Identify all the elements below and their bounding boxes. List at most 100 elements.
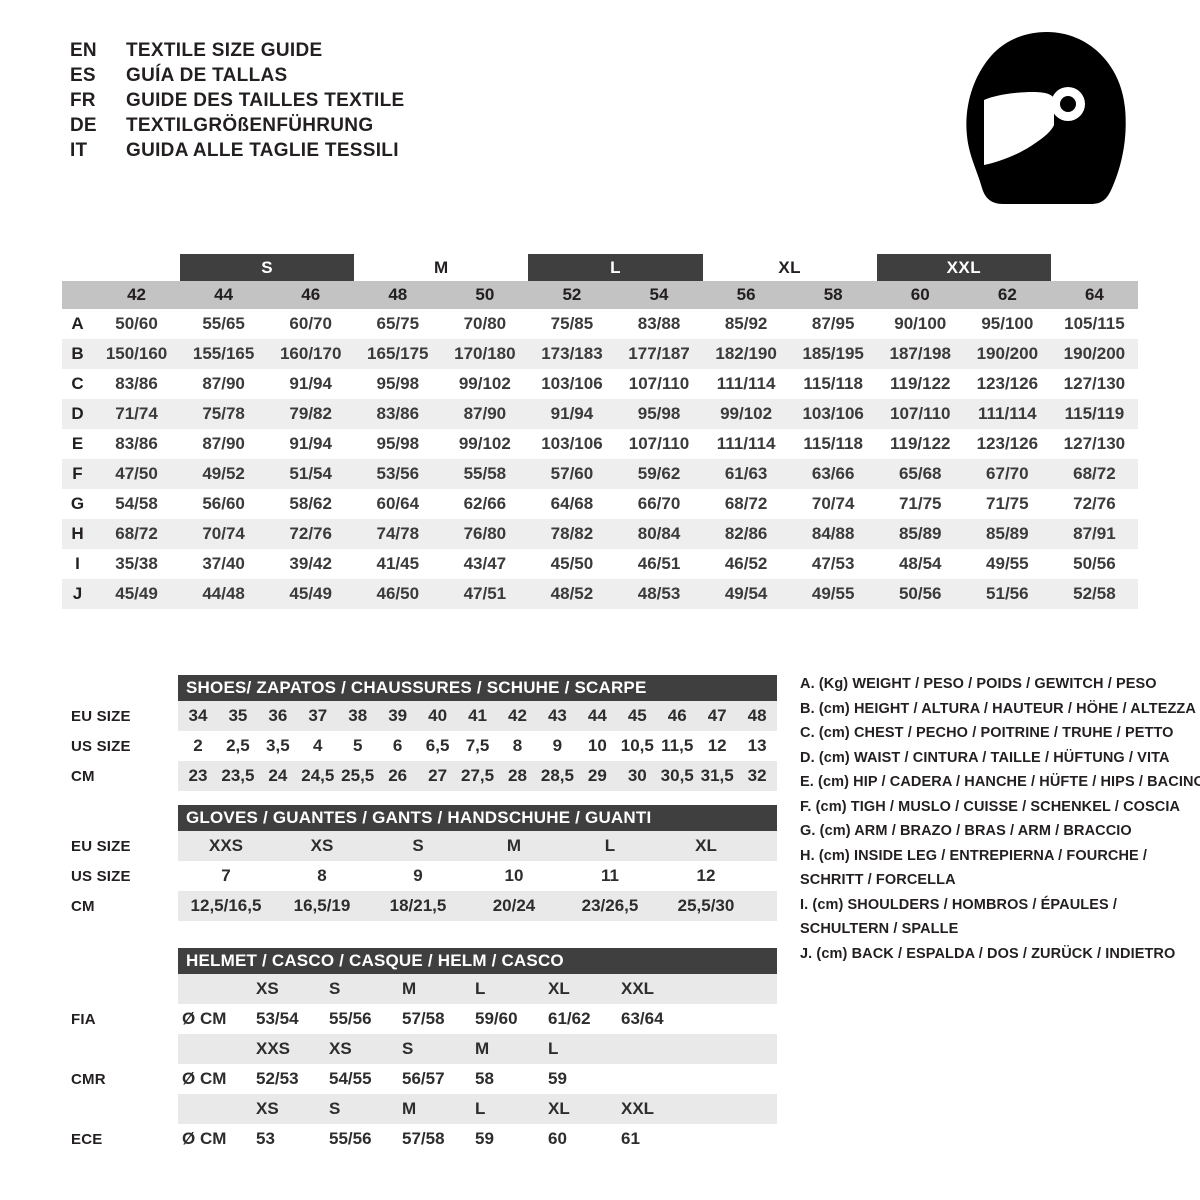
measurement-cell: 187/198 xyxy=(889,344,951,363)
shoes-row: US SIZE 2 2,5 3,5 4 5 6 6,5 7,5 8 9 10 10,5 11,5 12 13 xyxy=(62,731,777,761)
size-number-cell: 60 xyxy=(910,285,930,304)
measurement-cell: 70/74 xyxy=(811,494,855,513)
measurement-cell: 111/114 xyxy=(978,404,1037,423)
measurement-cell: 51/56 xyxy=(986,584,1029,603)
measurement-cell: 60/70 xyxy=(289,314,332,333)
gloves-size-cell: XL xyxy=(695,836,717,855)
title-line: DE TEXTILGRÖßENFÜHRUNG xyxy=(70,115,404,140)
measurement-cell: 83/88 xyxy=(637,314,681,333)
measurement-rows: A 50/60 55/65 60/70 65/75 70/80 75/85 83/88 85/9… xyxy=(62,309,1138,609)
measurement-cell: 35/38 xyxy=(115,554,158,573)
shoes-size-cell: 44 xyxy=(587,706,607,725)
measurement-cell: 107/110 xyxy=(628,374,690,393)
gloves-row: US SIZE 7 8 9 10 11 12 xyxy=(62,861,777,891)
measurement-cell: 46/50 xyxy=(376,584,420,603)
helmet-value-cell: 59/60 xyxy=(475,1009,518,1028)
helmet-value-cells: Ø CM 53/54 55/56 57/58 59/60 61/62 63/64 xyxy=(178,1004,777,1034)
title-line: IT GUIDA ALLE TAGLIE TESSILI xyxy=(70,140,404,165)
gloves-cells: 7 8 9 10 11 12 xyxy=(178,861,777,891)
measurement-cell: 155/165 xyxy=(192,344,255,363)
helmet-value-cell: 55/56 xyxy=(329,1129,372,1148)
gloves-cells-pad xyxy=(754,861,777,891)
shoes-size-cell: 2 xyxy=(193,736,203,755)
size-bar-xxl: XXL xyxy=(876,254,1051,281)
shoes-size-cell: 46 xyxy=(667,706,687,725)
measurement-cell: 75/78 xyxy=(202,404,245,423)
row-label-j: J xyxy=(72,584,83,603)
measurement-cell: 48/54 xyxy=(898,554,942,573)
measurement-cell: 54/58 xyxy=(115,494,158,513)
gloves-size-cell: 10 xyxy=(504,866,524,885)
measurement-cell: 47/53 xyxy=(811,554,855,573)
helmet-size-label: XXS xyxy=(256,1039,291,1058)
measurement-cell: 79/82 xyxy=(289,404,332,423)
helmet-size-label: S xyxy=(329,1099,341,1118)
helmet-value-cell: 54/55 xyxy=(329,1069,372,1088)
title-language-code: ES xyxy=(70,65,96,86)
table-row: G 54/58 56/60 58/62 60/64 62/66 64/68 66/70 68/7… xyxy=(62,489,1138,519)
shoes-size-cell: 36 xyxy=(268,706,288,725)
measurement-cell: 78/82 xyxy=(550,524,594,543)
row-label-c: C xyxy=(71,374,84,393)
measurement-cell: 53/56 xyxy=(376,464,420,483)
helmet-size-label: L xyxy=(548,1039,559,1058)
gloves-size-cell: XS xyxy=(310,836,334,855)
helmet-cells-pad xyxy=(621,1064,777,1094)
helmet-unit-label: Ø CM xyxy=(182,1009,227,1028)
measurement-cell: 45/49 xyxy=(289,584,332,603)
size-bar-empty xyxy=(1051,254,1138,281)
size-bar-lead-spacer xyxy=(62,254,93,281)
row-label-a: A xyxy=(71,314,84,333)
gloves-size-cell: M xyxy=(506,836,522,855)
size-number-cell: 56 xyxy=(736,285,756,304)
shoes-cells: 34 35 36 37 38 39 40 41 42 43 44 45 46 47 48 xyxy=(178,701,777,731)
helmet-size-label: L xyxy=(475,1099,486,1118)
measurement-cell: 67/70 xyxy=(986,464,1029,483)
measurement-cell: 103/106 xyxy=(541,434,603,453)
shoes-row: CM 23 23,5 24 24,5 25,5 26 27 27,5 28 28,5 29 30 30,5… xyxy=(62,761,777,791)
measurement-cell: 65/75 xyxy=(376,314,420,333)
helmet-standard-ece: ECE xyxy=(71,1130,103,1148)
measurement-cell: 83/86 xyxy=(115,374,158,393)
helmet-size-label: XS xyxy=(329,1039,352,1058)
gloves-cells-pad xyxy=(754,831,777,861)
size-number-cell: 42 xyxy=(127,285,146,304)
measurement-cell: 62/66 xyxy=(463,494,507,513)
title-line: FR GUIDE DES TAILLES TEXTILE xyxy=(70,90,404,115)
measurement-cell: 83/86 xyxy=(115,434,158,453)
gloves-size-cell: 12,5/16,5 xyxy=(190,896,262,915)
measurement-cell: 68/72 xyxy=(1073,464,1116,483)
measurement-cell: 115/118 xyxy=(803,434,863,453)
measurement-cell: 165/175 xyxy=(367,344,429,363)
gloves-size-cell: 12 xyxy=(696,866,716,885)
measurement-cell: 105/115 xyxy=(1064,314,1125,333)
legend-line: D. (cm) WAIST / CINTURA / TAILLE / HÜFTU… xyxy=(800,749,1170,766)
shoes-size-cell: 31,5 xyxy=(700,766,734,785)
helmet-value-cell: 63/64 xyxy=(621,1009,664,1028)
legend-line: F. (cm) TIGH / MUSLO / CUISSE / SCHENKEL… xyxy=(800,798,1181,815)
measurement-cell: 56/60 xyxy=(202,494,245,513)
measurement-cell: 115/119 xyxy=(1064,404,1125,423)
helmet-value-row: CMR Ø CM 52/53 54/55 56/57 58 59 xyxy=(62,1064,777,1094)
measurement-cell: 91/94 xyxy=(289,374,332,393)
gloves-cells-pad xyxy=(754,891,777,921)
title-text: GUIDE DES TAILLES TEXTILE xyxy=(126,90,405,111)
helmet-size-label: XS xyxy=(256,1099,279,1118)
shoes-size-cell: 7,5 xyxy=(465,736,490,755)
row-label-g: G xyxy=(70,494,85,513)
gloves-size-cell: 7 xyxy=(221,866,231,885)
measurement-cell: 87/90 xyxy=(202,374,245,393)
measurement-cell: 71/74 xyxy=(115,404,158,423)
title-text: GUIDA ALLE TAGLIE TESSILI xyxy=(126,140,399,161)
table-row: H 68/72 70/74 72/76 74/78 76/80 78/82 80/84 82/8… xyxy=(62,519,1138,549)
helmet-cells-pad xyxy=(694,1094,777,1124)
size-number-cell: 64 xyxy=(1084,285,1104,304)
helmet-size-cells: XS S M L XL XXL xyxy=(178,1094,777,1124)
shoes-size-cell: 11,5 xyxy=(661,736,694,755)
shoes-size-cell: 38 xyxy=(348,706,368,725)
shoes-size-cell: 35 xyxy=(228,706,248,725)
gloves-row-label: CM xyxy=(71,897,95,915)
measurement-cell: 61/63 xyxy=(724,464,768,483)
shoes-size-cell: 23 xyxy=(188,766,208,785)
measurement-cell: 57/60 xyxy=(550,464,594,483)
